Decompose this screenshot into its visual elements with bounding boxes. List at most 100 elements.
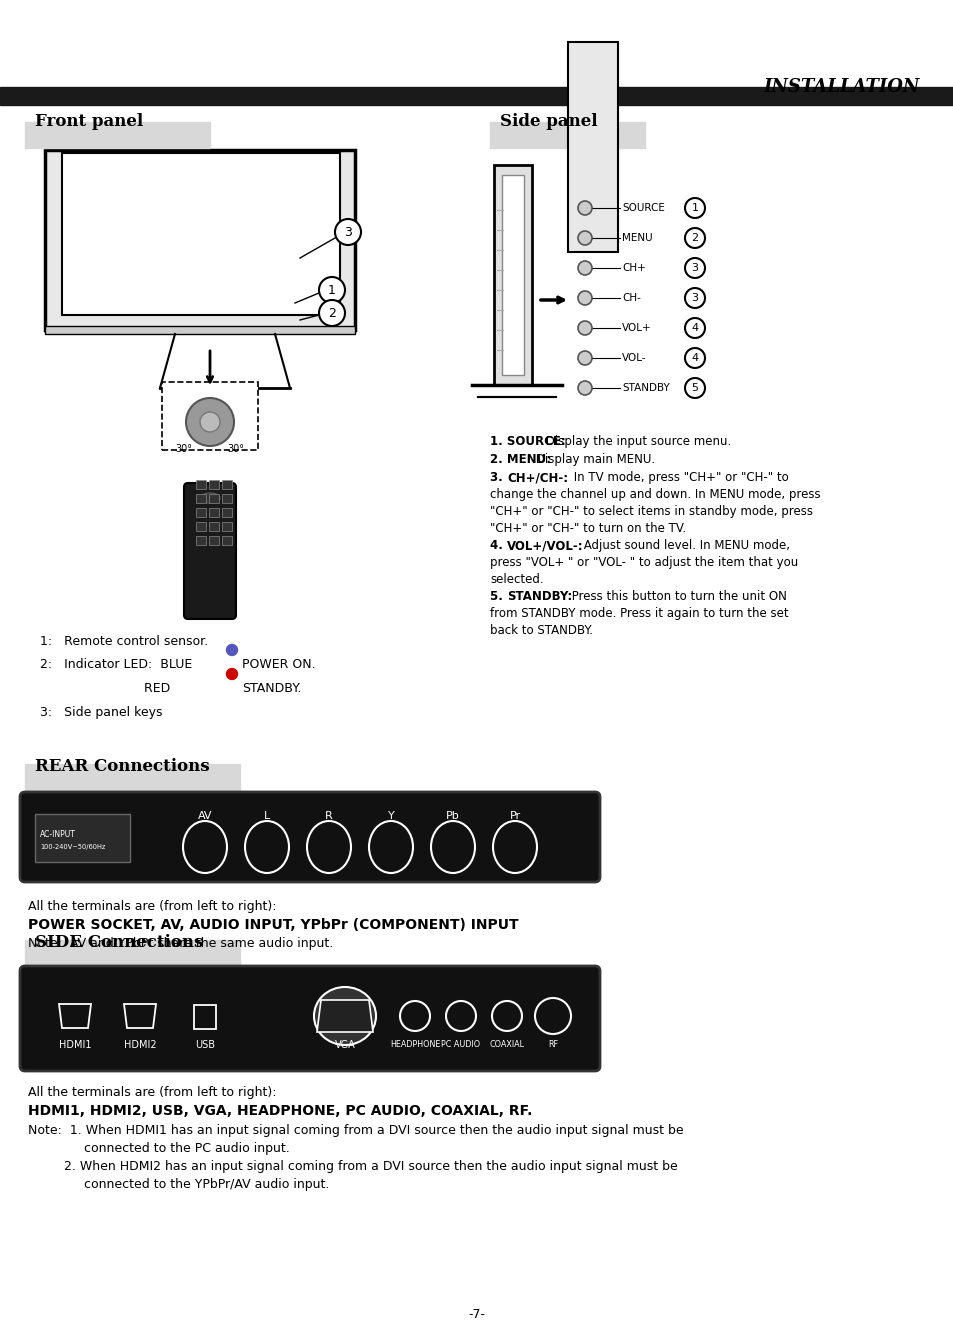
Bar bbox=[193, 1005, 215, 1029]
Text: Side panel: Side panel bbox=[499, 112, 597, 130]
Text: HEADPHONE: HEADPHONE bbox=[390, 1040, 439, 1049]
Circle shape bbox=[578, 351, 592, 365]
Circle shape bbox=[226, 645, 237, 656]
Circle shape bbox=[684, 258, 704, 278]
Circle shape bbox=[200, 412, 220, 432]
Bar bbox=[209, 522, 219, 531]
Bar bbox=[494, 165, 532, 385]
FancyBboxPatch shape bbox=[20, 792, 599, 882]
Polygon shape bbox=[124, 1004, 156, 1028]
Text: AC-INPUT: AC-INPUT bbox=[40, 830, 76, 839]
Text: RF: RF bbox=[547, 1040, 558, 1049]
Text: change the channel up and down. In MENU mode, press: change the channel up and down. In MENU … bbox=[490, 488, 820, 500]
Text: back to STANDBY.: back to STANDBY. bbox=[490, 624, 593, 637]
Circle shape bbox=[578, 381, 592, 395]
Circle shape bbox=[318, 300, 345, 326]
Bar bbox=[209, 480, 219, 488]
Text: USB: USB bbox=[194, 1040, 214, 1050]
Ellipse shape bbox=[183, 822, 227, 872]
Bar bbox=[45, 326, 355, 334]
Bar bbox=[0, 87, 953, 104]
Circle shape bbox=[399, 1001, 430, 1032]
Text: press "VOL+ " or "VOL- " to adjust the item that you: press "VOL+ " or "VOL- " to adjust the i… bbox=[490, 557, 798, 569]
Circle shape bbox=[535, 998, 571, 1034]
Polygon shape bbox=[59, 1004, 91, 1028]
Text: 30°: 30° bbox=[227, 444, 244, 454]
Text: Note:  AV and YPbPr share the same audio input.: Note: AV and YPbPr share the same audio … bbox=[28, 937, 333, 950]
Text: Display main MENU.: Display main MENU. bbox=[531, 454, 654, 466]
Text: HDMI1: HDMI1 bbox=[59, 1040, 91, 1050]
Circle shape bbox=[578, 201, 592, 215]
Ellipse shape bbox=[431, 822, 475, 872]
Text: 1: 1 bbox=[691, 203, 698, 213]
Bar bbox=[45, 150, 355, 330]
Text: SOURCE: SOURCE bbox=[621, 203, 664, 213]
Text: 2. MENU:: 2. MENU: bbox=[490, 454, 551, 466]
Bar bbox=[567, 41, 618, 252]
Bar bbox=[490, 122, 644, 149]
Text: 4: 4 bbox=[691, 353, 698, 363]
Circle shape bbox=[578, 321, 592, 334]
Ellipse shape bbox=[369, 822, 413, 872]
Text: All the terminals are (from left to right):: All the terminals are (from left to righ… bbox=[28, 1086, 276, 1098]
Text: MENU: MENU bbox=[621, 233, 652, 244]
Text: 1. SOURCE:: 1. SOURCE: bbox=[490, 435, 565, 448]
FancyBboxPatch shape bbox=[20, 966, 599, 1070]
Circle shape bbox=[226, 669, 237, 680]
Bar bbox=[222, 494, 232, 503]
Text: POWER ON.: POWER ON. bbox=[242, 658, 315, 670]
Bar bbox=[195, 494, 206, 503]
Bar bbox=[62, 153, 339, 314]
Text: 3:   Side panel keys: 3: Side panel keys bbox=[40, 706, 162, 719]
Bar bbox=[162, 383, 257, 450]
Text: Adjust sound level. In MENU mode,: Adjust sound level. In MENU mode, bbox=[579, 539, 789, 553]
Text: STANDBY: STANDBY bbox=[621, 383, 669, 393]
Text: All the terminals are (from left to right):: All the terminals are (from left to righ… bbox=[28, 900, 276, 913]
Text: VOL-: VOL- bbox=[621, 353, 646, 363]
Text: 3: 3 bbox=[344, 226, 352, 238]
Text: In TV mode, press "CH+" or "CH-" to: In TV mode, press "CH+" or "CH-" to bbox=[569, 471, 788, 484]
Circle shape bbox=[684, 379, 704, 397]
Circle shape bbox=[578, 261, 592, 276]
Circle shape bbox=[684, 227, 704, 248]
Bar bbox=[209, 537, 219, 545]
Text: L: L bbox=[264, 811, 270, 822]
Text: connected to the PC audio input.: connected to the PC audio input. bbox=[28, 1143, 290, 1155]
Text: Pb: Pb bbox=[446, 811, 459, 822]
Text: 100-240V~50/60Hz: 100-240V~50/60Hz bbox=[40, 844, 105, 850]
Text: CH-: CH- bbox=[621, 293, 640, 302]
Ellipse shape bbox=[493, 822, 537, 872]
Text: 3: 3 bbox=[691, 264, 698, 273]
Text: 3: 3 bbox=[691, 293, 698, 302]
Text: 2: 2 bbox=[691, 233, 698, 244]
Text: CH+: CH+ bbox=[621, 264, 645, 273]
Bar bbox=[501, 175, 523, 375]
Text: CH+/CH-:: CH+/CH-: bbox=[506, 471, 568, 484]
Text: COAXIAL: COAXIAL bbox=[489, 1040, 524, 1049]
Text: RED: RED bbox=[40, 682, 170, 694]
Text: VGA: VGA bbox=[335, 1040, 355, 1050]
Bar bbox=[222, 508, 232, 516]
Text: 5.: 5. bbox=[490, 590, 506, 603]
Circle shape bbox=[335, 219, 360, 245]
Text: Y: Y bbox=[387, 811, 394, 822]
Circle shape bbox=[318, 277, 345, 302]
Text: Front panel: Front panel bbox=[35, 112, 143, 130]
Text: 2: 2 bbox=[328, 306, 335, 320]
Bar bbox=[209, 508, 219, 516]
Circle shape bbox=[684, 198, 704, 218]
Text: INSTALLATION: INSTALLATION bbox=[762, 78, 919, 96]
Text: 1:   Remote control sensor.: 1: Remote control sensor. bbox=[40, 636, 208, 648]
Bar bbox=[35, 814, 130, 862]
Text: 30°: 30° bbox=[175, 444, 193, 454]
Text: R: R bbox=[325, 811, 333, 822]
Text: STANDBY.: STANDBY. bbox=[242, 682, 301, 694]
Circle shape bbox=[684, 348, 704, 368]
Bar bbox=[25, 122, 210, 149]
Text: -7-: -7- bbox=[468, 1309, 485, 1321]
Bar bbox=[195, 480, 206, 488]
Text: 2:   Indicator LED:  BLUE: 2: Indicator LED: BLUE bbox=[40, 658, 193, 670]
Bar bbox=[222, 522, 232, 531]
Polygon shape bbox=[316, 999, 373, 1032]
Bar bbox=[222, 480, 232, 488]
